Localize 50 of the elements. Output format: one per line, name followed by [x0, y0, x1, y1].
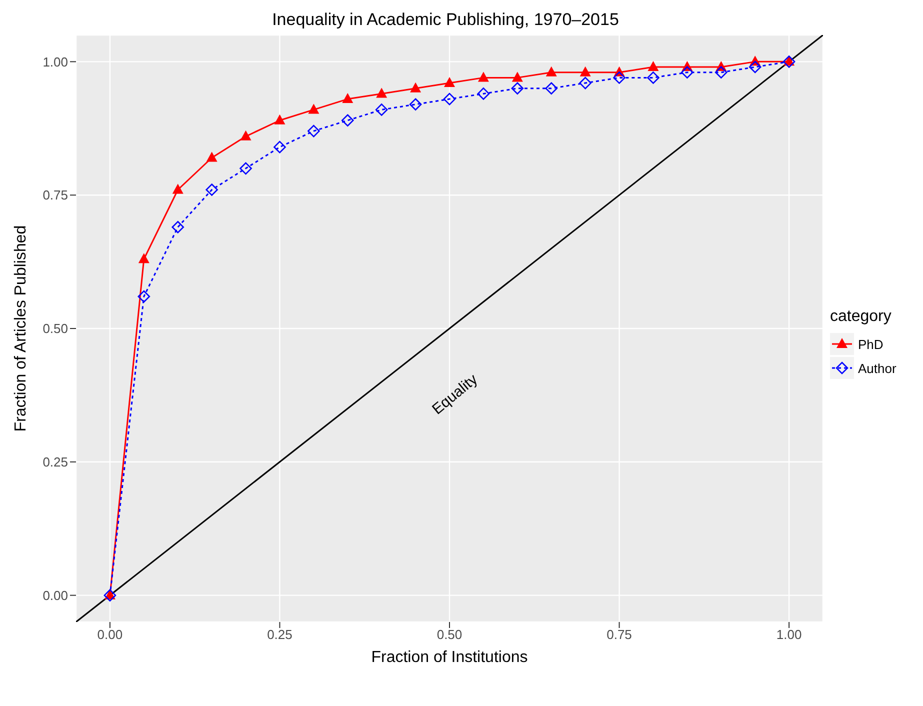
x-tick-label: 0.25 [267, 627, 292, 642]
point [341, 114, 354, 127]
point [240, 162, 252, 175]
point [308, 124, 320, 138]
x-tick-label: 1.00 [776, 627, 802, 642]
point [240, 130, 252, 140]
point [478, 72, 489, 82]
point [274, 114, 286, 124]
point [545, 82, 558, 95]
legend-title: category [830, 308, 892, 326]
y-tick-label: 0.25 [42, 454, 68, 470]
point [580, 66, 591, 76]
y-axis-title: Fraction of Articles Published [12, 225, 30, 432]
point [206, 184, 218, 196]
chart-title: Inequality in Academic Publishing, 1970–2015 [271, 10, 620, 30]
x-tick-label: 0.50 [436, 627, 462, 642]
x-tick-label: 0.00 [97, 627, 123, 642]
point [579, 76, 592, 90]
point [443, 92, 456, 106]
y-tick-label: 0.50 [42, 321, 68, 336]
point [409, 98, 422, 111]
point [714, 66, 728, 79]
point [138, 290, 150, 303]
point [613, 72, 626, 84]
point [342, 93, 354, 104]
point [308, 104, 320, 114]
point [410, 82, 422, 92]
point [681, 66, 694, 79]
point [511, 82, 524, 95]
point [138, 253, 150, 264]
legend-label: Author [858, 360, 896, 376]
x-axis-title: Fraction of Institutions [371, 649, 528, 666]
point [172, 220, 184, 234]
point [512, 72, 523, 82]
point [647, 72, 660, 84]
y-tick-label: 0.75 [42, 188, 68, 203]
point [477, 88, 490, 100]
point [444, 77, 455, 88]
point [748, 60, 762, 74]
y-tick-label: 1.00 [42, 54, 68, 70]
point [206, 152, 218, 162]
point [648, 61, 659, 72]
point [375, 104, 388, 116]
point [376, 88, 388, 98]
x-tick-label: 0.75 [606, 627, 632, 642]
point [274, 140, 286, 154]
point [546, 66, 557, 76]
point [172, 184, 184, 194]
legend-label: PhD [858, 336, 884, 352]
y-tick-label: 0.00 [42, 588, 68, 603]
